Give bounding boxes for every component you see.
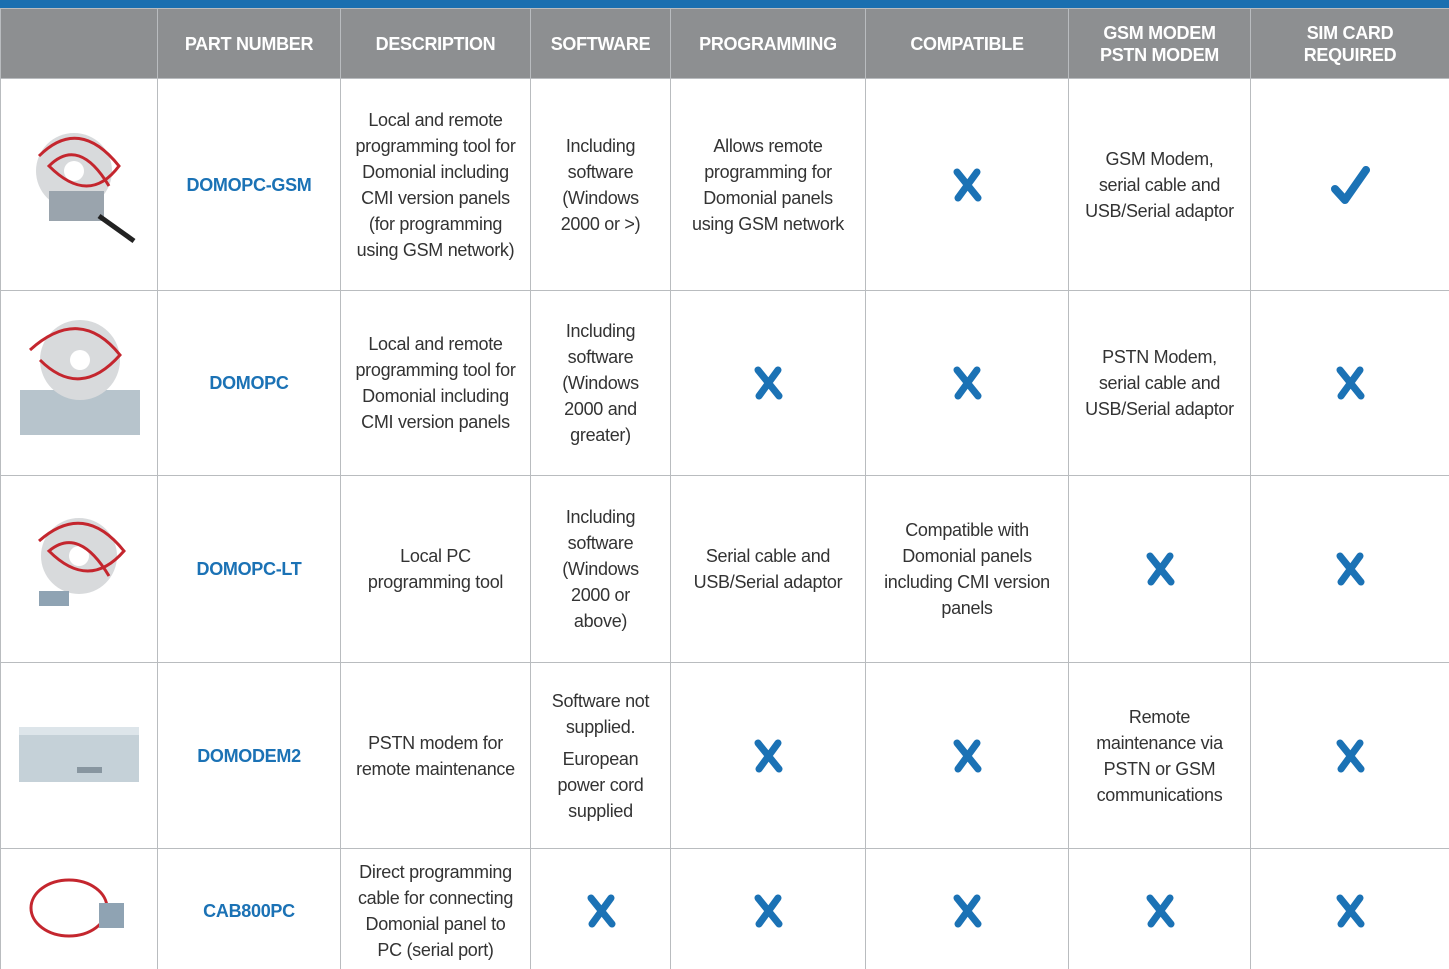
cross-icon (754, 366, 783, 400)
product-table: PART NUMBER DESCRIPTION SOFTWARE PROGRAM… (0, 8, 1449, 969)
sim-card (1250, 848, 1449, 969)
row: DOMODEM2 PSTN modem for remote maintenan… (0, 662, 1449, 849)
image-cell (0, 848, 158, 969)
sim-card (1250, 662, 1449, 849)
modem: GSM Modem, serial cable and USB/Serial a… (1068, 78, 1251, 291)
programming (670, 848, 866, 969)
header-cell: PART NUMBER (157, 8, 341, 79)
cross-icon (1336, 552, 1365, 586)
description: PSTN modem for remote maintenance (340, 662, 531, 849)
product-image (20, 319, 140, 435)
header-cell: DESCRIPTION (340, 8, 531, 79)
part-number: CAB800PC (157, 848, 341, 969)
description: Local and remote programming tool for Do… (340, 78, 531, 291)
cross-icon (953, 739, 982, 772)
cross-icon (1336, 366, 1365, 400)
modem: PSTN Modem, serial cable and USB/Serial … (1068, 290, 1251, 476)
image-cell (0, 475, 158, 663)
compatible (865, 848, 1069, 969)
cross-icon (754, 739, 783, 772)
sim-card (1250, 475, 1449, 663)
header-line: REQUIRED (1303, 44, 1397, 65)
row: DOMOPC-LT Local PC programming tool Incl… (0, 475, 1449, 663)
header-cell (0, 8, 158, 79)
header-cell: SIM CARD REQUIRED (1250, 8, 1449, 79)
cross-icon (953, 168, 982, 201)
software-line: Software not supplied. (551, 690, 650, 737)
software: Software not supplied. European power cor… (530, 662, 671, 849)
header-cell: PROGRAMMING (670, 8, 866, 79)
product-image (38, 517, 126, 606)
check-icon (1331, 165, 1370, 204)
programming (670, 290, 866, 476)
row: DOMOPC-GSM Local and remote programming … (0, 78, 1449, 291)
description: Direct programming cable for connecting … (340, 848, 531, 969)
image-cell (0, 662, 158, 849)
cross-icon (754, 894, 783, 928)
software: Including software (Windows 2000 or >) (530, 78, 671, 291)
product-image (29, 878, 124, 937)
header-row: PART NUMBER DESCRIPTION SOFTWARE PROGRAM… (0, 8, 1449, 79)
compatible (865, 662, 1069, 849)
image-cell (0, 290, 158, 476)
header-line: SIM CARD (1306, 22, 1394, 43)
header-cell: GSM MODEM PSTN MODEM (1068, 8, 1251, 79)
compatible (865, 78, 1069, 291)
programming: Allows remote programming for Domonial p… (670, 78, 866, 291)
header-cell: COMPATIBLE (865, 8, 1069, 79)
software: Including software (Windows 2000 and gre… (530, 290, 671, 476)
row: CAB800PC Direct programming cable for co… (0, 848, 1449, 969)
modem: Remote maintenance via PSTN or GSM commu… (1068, 662, 1251, 849)
sim-card (1250, 78, 1449, 291)
header-line: PSTN MODEM (1099, 44, 1219, 65)
part-number: DOMODEM2 (157, 662, 341, 849)
cross-icon (953, 894, 982, 928)
software: Including software (Windows 2000 or abov… (530, 475, 671, 663)
part-number: DOMOPC-LT (157, 475, 341, 663)
cross-icon (953, 366, 982, 400)
part-number: DOMOPC (157, 290, 341, 476)
row: DOMOPC Local and remote programming tool… (0, 290, 1449, 476)
header-line: GSM MODEM (1103, 22, 1216, 43)
cross-icon (1336, 894, 1365, 928)
compatible (865, 290, 1069, 476)
top-strip (0, 0, 1449, 8)
product-image (36, 133, 136, 244)
programming (670, 662, 866, 849)
part-number: DOMOPC-GSM (157, 78, 341, 291)
header-cell: SOFTWARE (530, 8, 671, 79)
cross-icon (1146, 552, 1174, 586)
product-image (18, 727, 139, 782)
modem (1068, 475, 1251, 663)
sim-card (1250, 290, 1449, 476)
description: Local and remote programming tool for Do… (340, 290, 531, 476)
software-line: European power cord supplied (557, 748, 644, 821)
compatible: Compatible with Domonial panels includin… (865, 475, 1069, 663)
modem (1068, 848, 1251, 969)
cross-icon (1336, 739, 1365, 772)
cross-icon (587, 894, 615, 928)
description: Local PC programming tool (340, 475, 531, 663)
cross-icon (1146, 894, 1174, 928)
software (530, 848, 671, 969)
programming: Serial cable and USB/Serial adaptor (670, 475, 866, 663)
image-cell (0, 78, 158, 291)
